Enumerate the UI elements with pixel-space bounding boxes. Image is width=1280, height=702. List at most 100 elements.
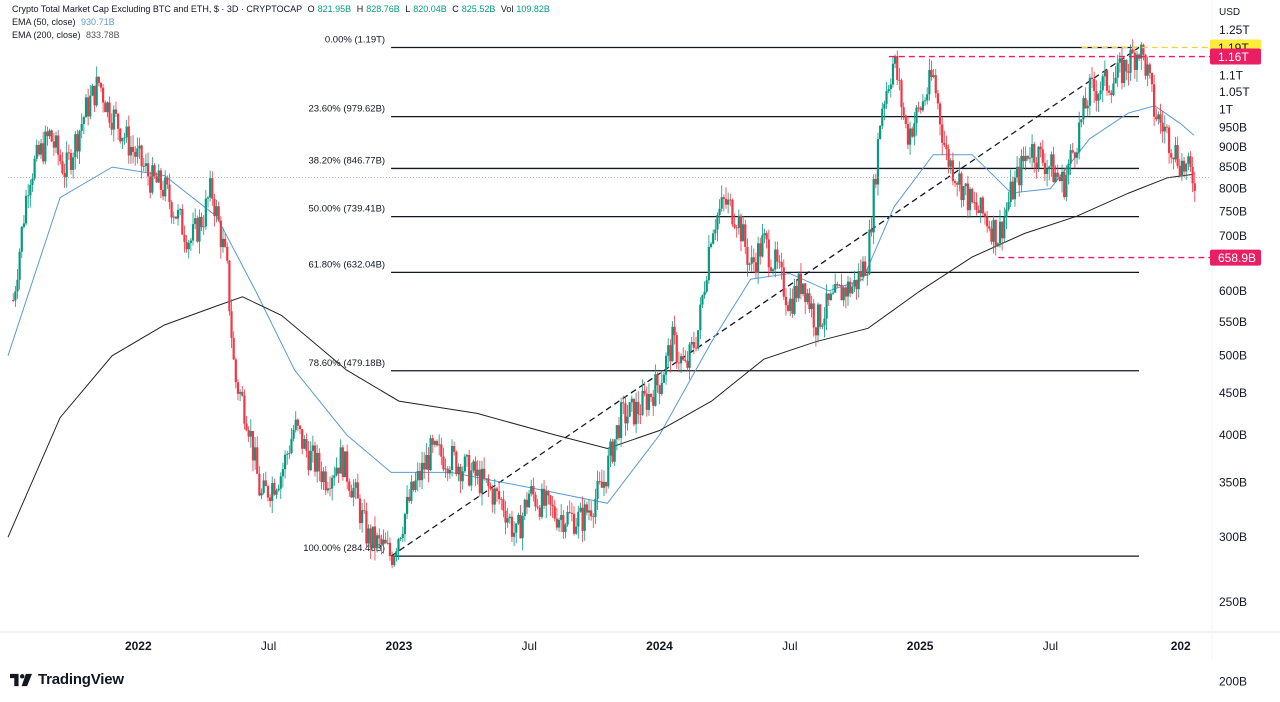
- candle-body: [1127, 71, 1130, 73]
- fib-level-label: 78.60% (479.18B): [308, 358, 385, 369]
- candle-body: [673, 326, 676, 336]
- candle-body: [562, 515, 565, 533]
- candle-body: [973, 202, 976, 203]
- candle-body: [198, 216, 201, 242]
- candle-body: [1088, 77, 1091, 106]
- ema50-value: 930.71B: [81, 17, 115, 27]
- candle-body: [268, 497, 272, 502]
- candle-body: [373, 526, 377, 549]
- candle-body: [697, 330, 700, 349]
- candle-body: [551, 504, 554, 507]
- candle-body: [1009, 181, 1012, 203]
- candle-body: [335, 467, 338, 476]
- candle-body: [868, 229, 871, 274]
- candle-body: [851, 286, 854, 294]
- candle-body: [82, 117, 85, 125]
- symbol-title[interactable]: Crypto Total Market Cap Excluding BTC an…: [12, 4, 303, 14]
- candle-body: [298, 425, 302, 430]
- candle-body: [179, 209, 182, 210]
- y-tick-label: 1T: [1219, 102, 1234, 116]
- candle-body: [660, 382, 663, 394]
- y-tick-label: 400B: [1219, 428, 1247, 442]
- candle-body: [821, 325, 824, 327]
- candle-body: [495, 488, 499, 492]
- candle-body: [266, 486, 270, 498]
- candle-body: [1037, 146, 1040, 169]
- candle-body: [722, 197, 725, 199]
- candle-body: [307, 450, 310, 471]
- candle-body: [144, 163, 148, 167]
- candle-body: [258, 473, 261, 496]
- candle-body: [900, 80, 903, 108]
- fib-level-label: 23.60% (979.62B): [308, 104, 385, 115]
- candle-body: [737, 215, 740, 228]
- candle-body: [639, 414, 642, 416]
- candle-body: [547, 491, 550, 496]
- candle-body: [46, 131, 49, 137]
- candle-body: [485, 478, 488, 480]
- candle-body: [405, 496, 409, 514]
- candle-body: [418, 470, 422, 481]
- low-label: L: [405, 4, 411, 14]
- candle-body: [378, 535, 381, 539]
- candle-body: [363, 510, 366, 511]
- candle-body: [748, 263, 751, 265]
- candle-body: [461, 471, 464, 482]
- candle-body: [913, 123, 916, 137]
- volume-label: Vol: [500, 4, 514, 14]
- candle-body: [343, 451, 347, 478]
- candle-body: [403, 513, 407, 535]
- tradingview-logo[interactable]: TradingView: [10, 671, 124, 688]
- legend-ema200-row[interactable]: EMA (200, close) 833.78B: [12, 29, 553, 42]
- candle-body: [789, 298, 792, 311]
- candle-body: [667, 345, 670, 356]
- candle-body: [1125, 59, 1128, 72]
- candle-body: [1150, 73, 1154, 85]
- candle-body: [570, 512, 573, 514]
- close-value: 825.52B: [461, 4, 496, 14]
- candle-body: [598, 481, 601, 482]
- candle-body: [24, 195, 28, 224]
- candle-body: [1039, 146, 1042, 150]
- candle-body: [769, 267, 773, 272]
- close-label: C: [452, 4, 459, 14]
- candle-body: [416, 470, 419, 481]
- candle-body: [823, 318, 826, 326]
- candle-body: [1033, 144, 1036, 163]
- candle-body: [42, 143, 45, 162]
- candle-body: [431, 438, 434, 445]
- y-tick-label: 950B: [1219, 121, 1247, 135]
- candle-body: [542, 488, 546, 506]
- candle-body: [947, 149, 950, 167]
- candle-body: [572, 513, 576, 534]
- candle-body: [253, 447, 257, 461]
- candle-body: [401, 534, 404, 538]
- candle-body: [1152, 84, 1156, 117]
- candle-body: [273, 482, 276, 495]
- candle-body: [346, 451, 349, 482]
- candle-body: [804, 283, 807, 302]
- candle-body: [934, 75, 937, 94]
- candle-body: [564, 524, 567, 533]
- candle-body: [512, 532, 516, 537]
- candle-body: [131, 146, 135, 153]
- candle-body: [1045, 168, 1049, 175]
- candle-body: [170, 202, 173, 218]
- candle-body: [1103, 70, 1106, 77]
- candle-body: [527, 493, 531, 508]
- candle-body: [1159, 114, 1162, 123]
- candle-body: [626, 416, 629, 424]
- candle-body: [1176, 145, 1179, 166]
- candle-body: [305, 439, 308, 451]
- candle-body: [361, 510, 364, 524]
- candle-body: [472, 461, 475, 471]
- legend-ema50-row[interactable]: EMA (50, close) 930.71B: [12, 16, 553, 29]
- candle-body: [433, 441, 436, 445]
- candle-body: [966, 183, 969, 211]
- candle-body: [951, 160, 954, 182]
- candle-body: [491, 488, 494, 505]
- candle-body: [971, 188, 974, 203]
- candle-body: [350, 490, 353, 498]
- candle-body: [510, 516, 514, 537]
